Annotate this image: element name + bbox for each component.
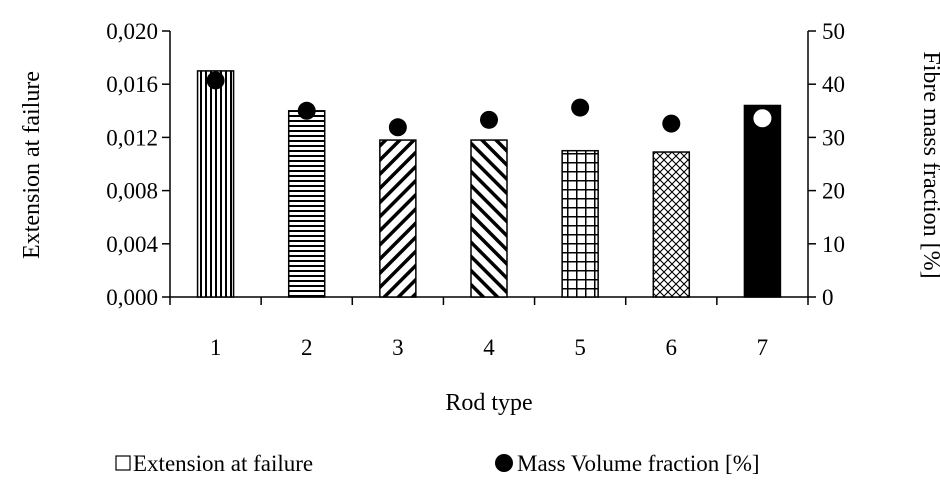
scatter-series xyxy=(206,71,772,137)
y-tick-label: 0,012 xyxy=(106,125,158,150)
bar xyxy=(287,110,326,298)
data-point xyxy=(571,98,590,117)
y2-tick-label: 20 xyxy=(822,179,845,204)
x-tick-label: 5 xyxy=(574,335,586,360)
x-tick-label: 3 xyxy=(392,335,404,360)
data-point xyxy=(753,109,772,128)
data-point xyxy=(388,118,407,137)
bar xyxy=(561,149,599,298)
y-tick-label: 0,020 xyxy=(106,19,158,44)
y-axis-title: Extension at failure xyxy=(19,71,45,259)
x-tick-label: 2 xyxy=(301,335,313,360)
legend-bar-swatch xyxy=(115,455,131,471)
data-point xyxy=(206,71,225,90)
bar xyxy=(743,104,782,298)
x-tick-label: 7 xyxy=(757,335,769,360)
x-tick-label: 1 xyxy=(210,335,222,360)
bar xyxy=(470,139,508,298)
y-tick-label: 0,000 xyxy=(106,285,158,310)
y-tick-label: 0,008 xyxy=(106,179,158,204)
y2-tick-label: 0 xyxy=(822,285,834,310)
y2-tick-label: 10 xyxy=(822,232,845,257)
legend: Extension at failure Mass Volume fractio… xyxy=(115,451,760,476)
bar xyxy=(196,70,235,298)
bar-series xyxy=(196,70,782,298)
bar xyxy=(379,139,417,298)
y2-tick-label: 30 xyxy=(822,125,845,150)
y2-tick-label: 40 xyxy=(822,72,845,97)
y2-tick-label: 50 xyxy=(822,19,845,44)
y-tick-label: 0,004 xyxy=(106,232,158,257)
legend-point-swatch xyxy=(495,454,513,472)
data-point xyxy=(297,101,316,120)
tick-labels: 0,000 0,004 0,008 0,012 0,016 0,020 0 10 20 30 40 5… xyxy=(106,19,845,360)
x-axis-title: Rod type xyxy=(445,390,532,416)
y-tick-label: 0,016 xyxy=(106,72,158,97)
x-tick-label: 6 xyxy=(666,335,678,360)
legend-point-label: Mass Volume fraction [%] xyxy=(517,451,760,476)
y2-axis-title: Fibre mass fraction [%] xyxy=(918,51,940,278)
x-tick-label: 4 xyxy=(483,335,495,360)
data-point xyxy=(480,110,498,129)
bar xyxy=(652,151,691,298)
legend-bar-label: Extension at failure xyxy=(133,451,313,476)
data-point xyxy=(662,114,681,133)
